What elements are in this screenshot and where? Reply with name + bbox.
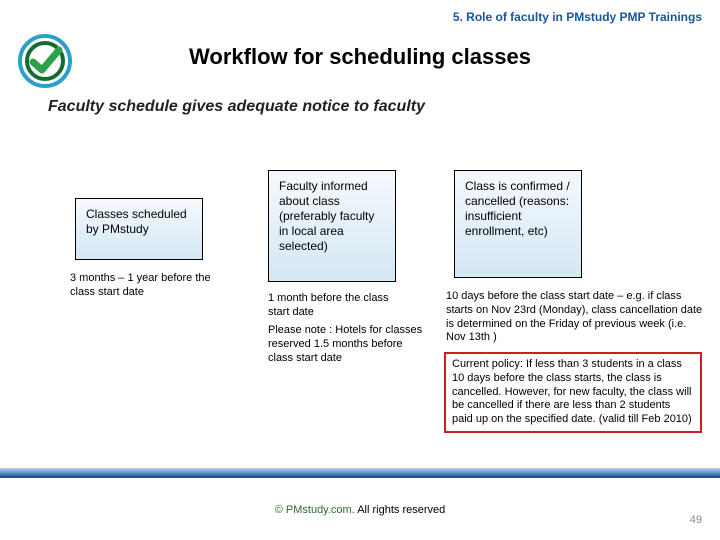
policy-box: Current policy: If less than 3 students … <box>444 352 702 433</box>
caption-2: 1 month before the class start date <box>268 292 408 320</box>
copyright: © PMstudy.com. <box>275 504 355 516</box>
footer-line <box>0 476 720 478</box>
workflow-box-3: Class is confirmed / cancelled (reasons:… <box>454 170 582 278</box>
slide-subtitle: Faculty schedule gives adequate notice t… <box>48 98 425 116</box>
workflow-box-2: Faculty informed about class (preferably… <box>268 170 396 282</box>
workflow-box-1: Classes scheduled by PMstudy <box>75 198 203 260</box>
slide: 5. Role of faculty in PMstudy PMP Traini… <box>0 0 720 540</box>
caption-1: 3 months – 1 year before the class start… <box>70 272 220 300</box>
footer-text: © PMstudy.com. All rights reserved <box>0 504 720 516</box>
caption-3: Please note : Hotels for classes reserve… <box>268 324 428 365</box>
page-number: 49 <box>690 514 702 526</box>
footer-bar <box>0 468 720 476</box>
rights: All rights reserved <box>357 504 445 516</box>
caption-4: 10 days before the class start date – e.… <box>446 290 704 345</box>
slide-title: Workflow for scheduling classes <box>0 44 720 70</box>
section-header: 5. Role of faculty in PMstudy PMP Traini… <box>453 10 702 24</box>
